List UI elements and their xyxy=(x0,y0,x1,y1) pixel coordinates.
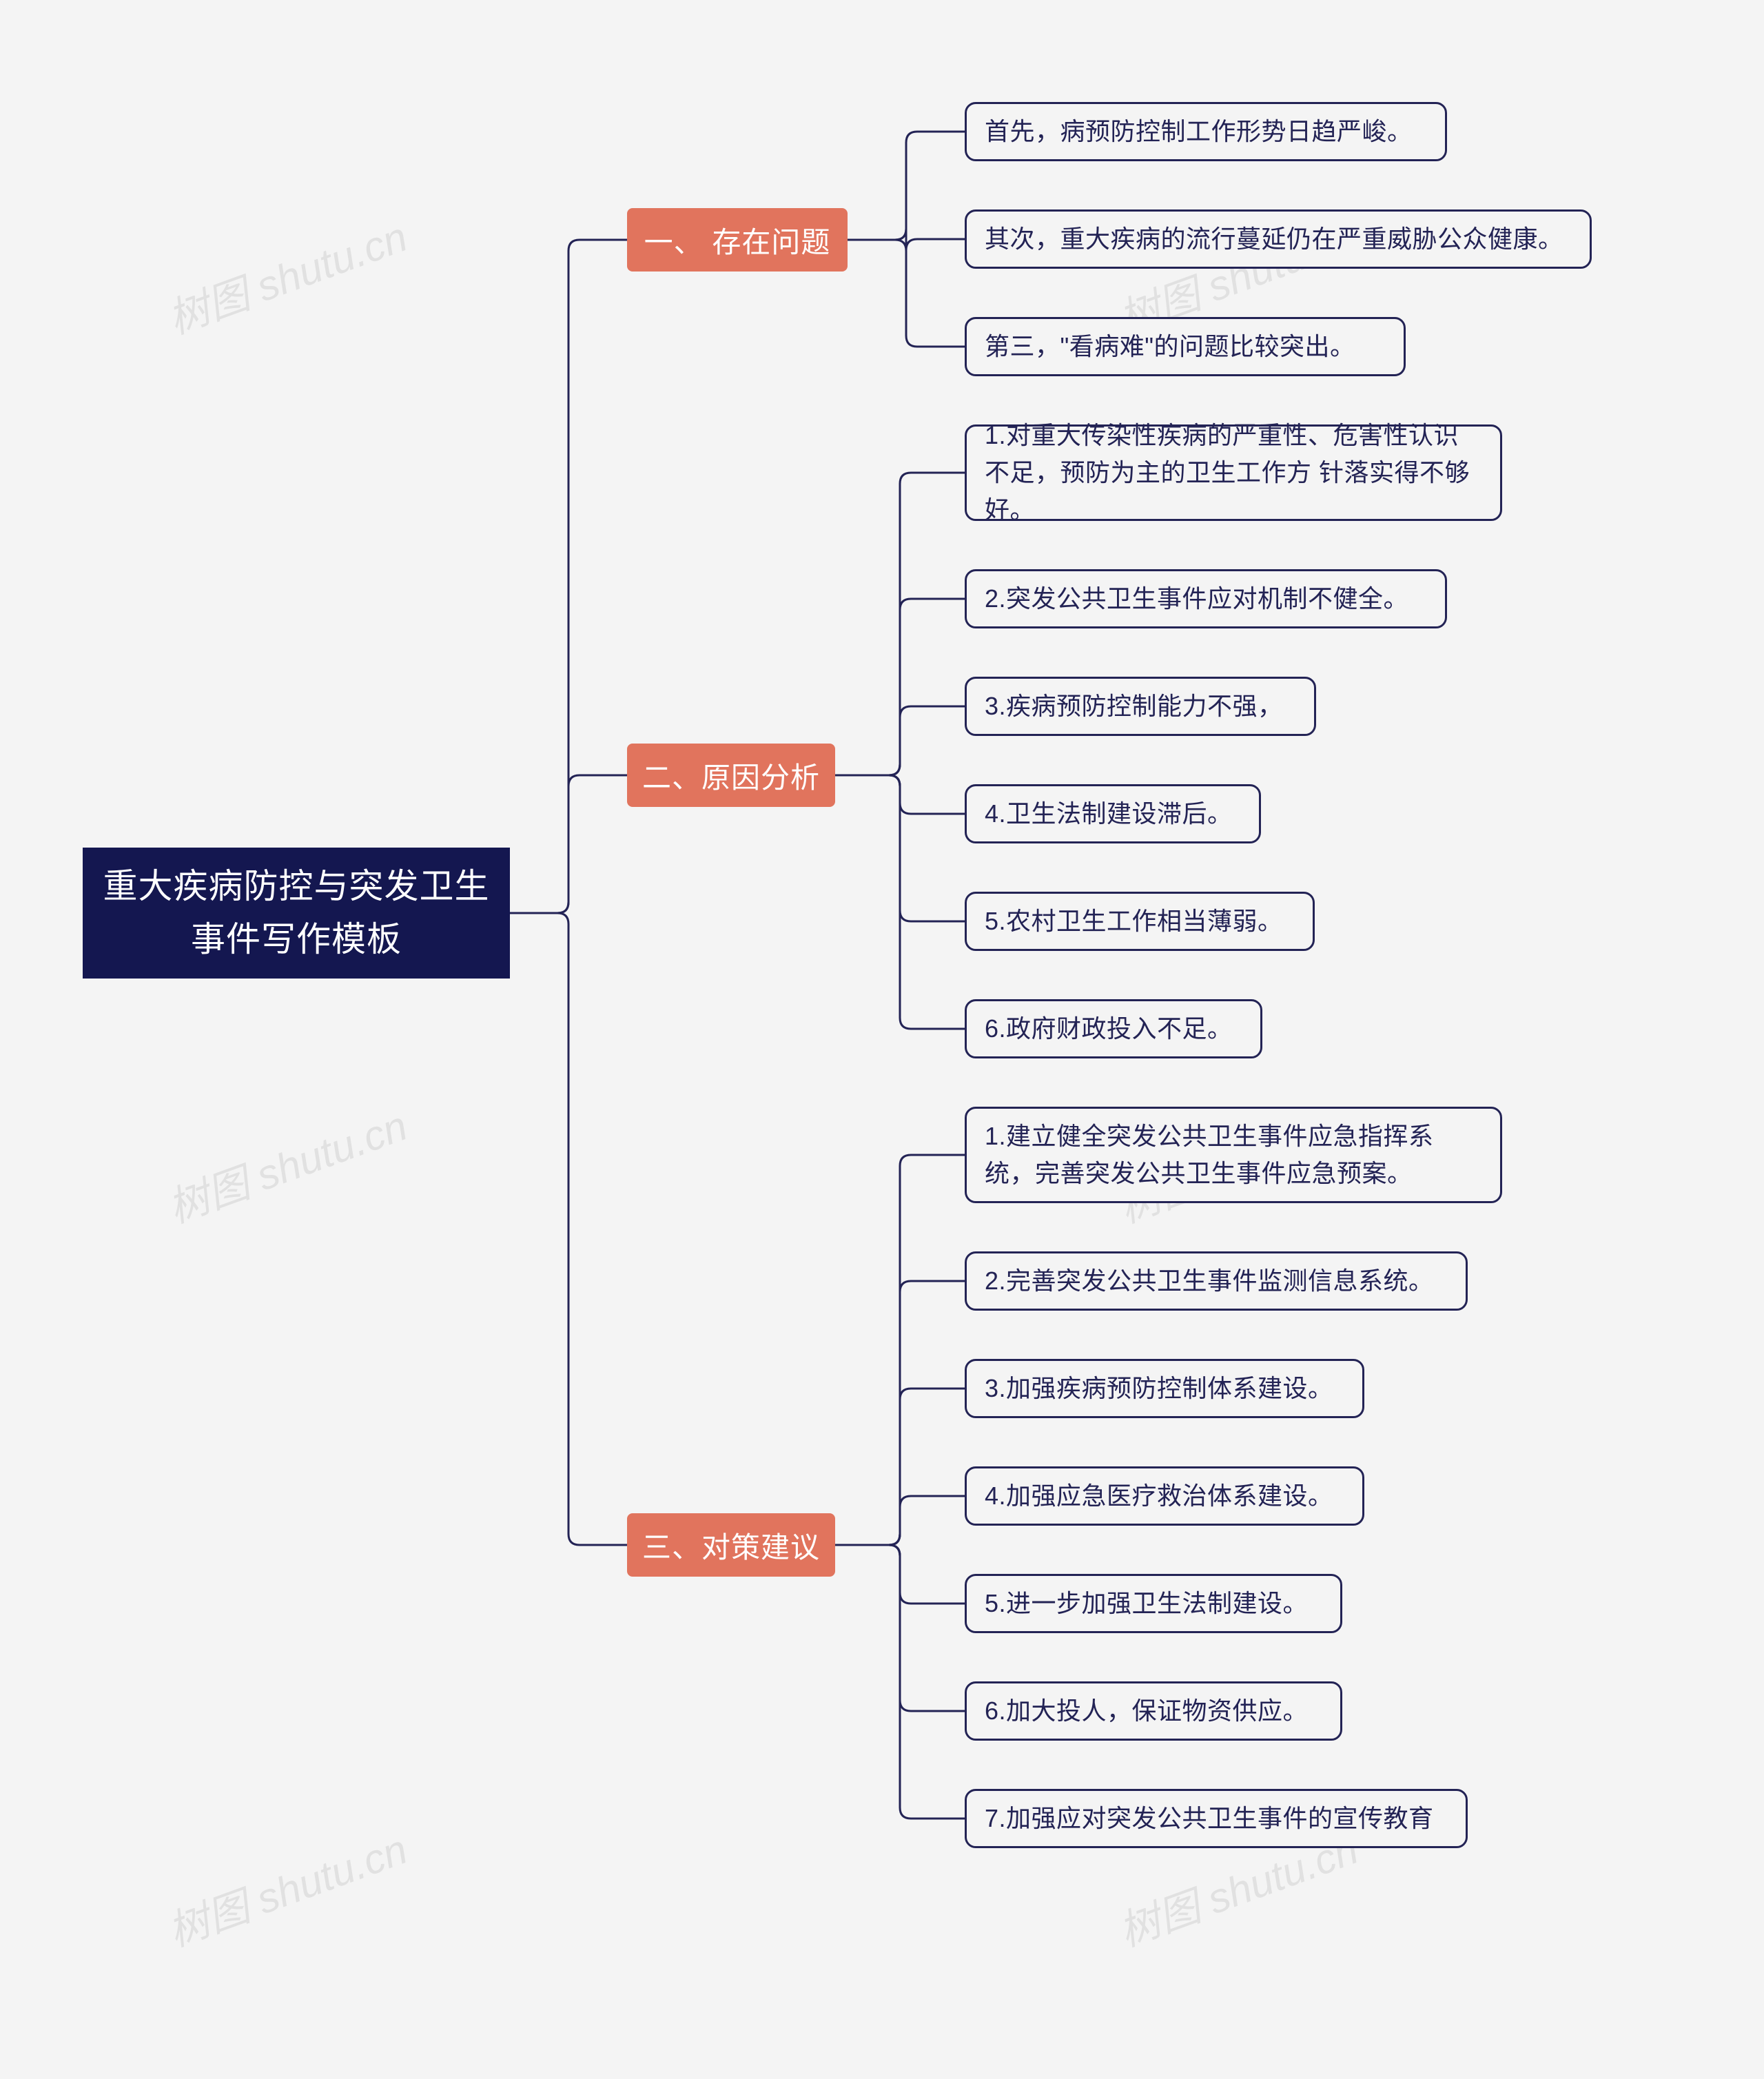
connectors-svg xyxy=(0,0,1764,2079)
branch-label: 二、原因分析 xyxy=(642,755,820,797)
leaf-node[interactable]: 2.突发公共卫生事件应对机制不健全。 xyxy=(965,569,1447,628)
leaf-label: 1.对重大传染性疾病的严重性、危害性认识不足，预防为主的卫生工作方 针落实得不够… xyxy=(985,417,1482,529)
leaf-label: 5.进一步加强卫生法制建设。 xyxy=(985,1585,1308,1622)
leaf-label: 4.加强应急医疗救治体系建设。 xyxy=(985,1477,1333,1515)
leaf-node[interactable]: 4.卫生法制建设滞后。 xyxy=(965,784,1261,843)
leaf-node[interactable]: 7.加强应对突发公共卫生事件的宣传教育 xyxy=(965,1789,1468,1848)
leaf-label: 4.卫生法制建设滞后。 xyxy=(985,795,1233,832)
leaf-node[interactable]: 5.进一步加强卫生法制建设。 xyxy=(965,1574,1342,1633)
watermark: 树图 shutu.cn xyxy=(158,204,414,346)
leaf-node[interactable]: 1.建立健全突发公共卫生事件应急指挥系统，完善突发公共卫生事件应急预案。 xyxy=(965,1107,1502,1203)
root-label: 重大疾病防控与突发卫生事件写作模板 xyxy=(103,860,490,967)
branch-node-b1[interactable]: 一、 存在问题 xyxy=(627,208,848,272)
leaf-label: 第三，"看病难"的问题比较突出。 xyxy=(985,328,1355,365)
leaf-label: 5.农村卫生工作相当薄弱。 xyxy=(985,903,1283,940)
watermark: 树图 shutu.cn xyxy=(158,1093,414,1235)
leaf-node[interactable]: 首先，病预防控制工作形势日趋严峻。 xyxy=(965,102,1447,161)
branch-node-b2[interactable]: 二、原因分析 xyxy=(627,744,835,807)
leaf-label: 其次，重大疾病的流行蔓延仍在严重威胁公众健康。 xyxy=(985,221,1563,258)
watermark: 树图 shutu.cn xyxy=(158,1816,414,1958)
leaf-label: 6.政府财政投入不足。 xyxy=(985,1010,1233,1047)
leaf-node[interactable]: 6.政府财政投入不足。 xyxy=(965,999,1262,1058)
leaf-node[interactable]: 2.完善突发公共卫生事件监测信息系统。 xyxy=(965,1251,1468,1311)
leaf-label: 1.建立健全突发公共卫生事件应急指挥系统，完善突发公共卫生事件应急预案。 xyxy=(985,1118,1482,1192)
leaf-label: 2.突发公共卫生事件应对机制不健全。 xyxy=(985,580,1408,617)
branch-label: 三、对策建议 xyxy=(642,1524,820,1566)
root-node[interactable]: 重大疾病防控与突发卫生事件写作模板 xyxy=(83,848,510,979)
branch-label: 一、 存在问题 xyxy=(644,219,831,261)
leaf-label: 首先，病预防控制工作形势日趋严峻。 xyxy=(985,113,1413,150)
leaf-node[interactable]: 3.疾病预防控制能力不强， xyxy=(965,677,1316,736)
leaf-label: 6.加大投人，保证物资供应。 xyxy=(985,1692,1308,1730)
branch-node-b3[interactable]: 三、对策建议 xyxy=(627,1513,835,1577)
leaf-label: 2.完善突发公共卫生事件监测信息系统。 xyxy=(985,1262,1434,1300)
mindmap-canvas: 树图 shutu.cn树图 shutu.cn树图 shutu.cn树图 shut… xyxy=(0,0,1764,2079)
leaf-node[interactable]: 6.加大投人，保证物资供应。 xyxy=(965,1681,1342,1741)
leaf-node[interactable]: 5.农村卫生工作相当薄弱。 xyxy=(965,892,1315,951)
leaf-node[interactable]: 1.对重大传染性疾病的严重性、危害性认识不足，预防为主的卫生工作方 针落实得不够… xyxy=(965,424,1502,521)
leaf-label: 3.加强疾病预防控制体系建设。 xyxy=(985,1370,1333,1407)
leaf-label: 3.疾病预防控制能力不强， xyxy=(985,688,1283,725)
leaf-node[interactable]: 3.加强疾病预防控制体系建设。 xyxy=(965,1359,1364,1418)
leaf-label: 7.加强应对突发公共卫生事件的宣传教育 xyxy=(985,1800,1434,1837)
leaf-node[interactable]: 4.加强应急医疗救治体系建设。 xyxy=(965,1466,1364,1526)
leaf-node[interactable]: 第三，"看病难"的问题比较突出。 xyxy=(965,317,1406,376)
leaf-node[interactable]: 其次，重大疾病的流行蔓延仍在严重威胁公众健康。 xyxy=(965,209,1592,269)
